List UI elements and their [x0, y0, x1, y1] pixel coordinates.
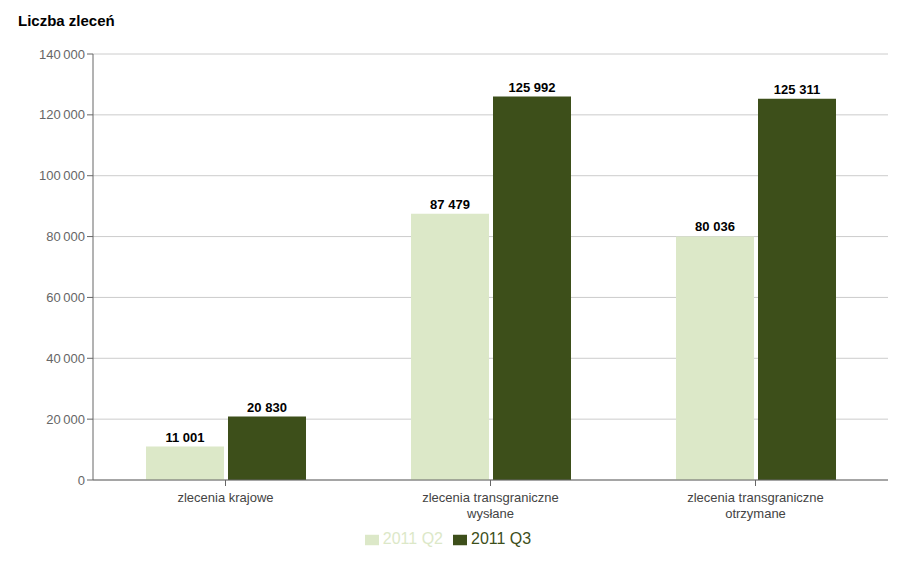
svg-text:125 311: 125 311	[774, 82, 820, 97]
svg-text:100 000: 100 000	[39, 168, 85, 183]
html-text:2011 Q3: 2011 Q3	[471, 530, 532, 547]
svg-text:20 830: 20 830	[247, 400, 287, 415]
svg-text:125 992: 125 992	[509, 80, 556, 95]
svg-text:80 036: 80 036	[695, 219, 735, 234]
svg-text:0: 0	[78, 473, 85, 488]
svg-text:20 000: 20 000	[46, 412, 85, 427]
svg-text:120 000: 120 000	[39, 107, 85, 122]
html-text:Liczba zleceń: Liczba zleceń	[18, 12, 115, 29]
svg-text:11 001: 11 001	[165, 430, 204, 445]
svg-text:40 000: 40 000	[46, 351, 85, 366]
svg-text:zlecenia krajowe: zlecenia krajowe	[177, 490, 273, 505]
svg-text:zlecenia transgranicznewysłane: zlecenia transgranicznewysłane	[422, 490, 559, 521]
svg-text:140 000: 140 000	[39, 47, 85, 62]
svg-text:zlecenia transgraniczneotrzyma: zlecenia transgraniczneotrzymane	[687, 490, 824, 521]
svg-text:60 000: 60 000	[46, 290, 85, 305]
svg-text:87 479: 87 479	[430, 197, 470, 212]
html-text:2011 Q2: 2011 Q2	[382, 530, 443, 547]
svg-text:80 000: 80 000	[46, 229, 85, 244]
